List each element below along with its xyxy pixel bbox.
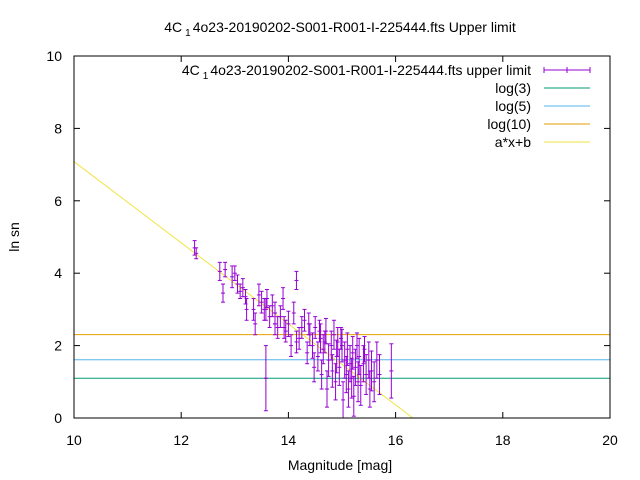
data-point xyxy=(294,270,299,290)
data-point xyxy=(374,341,379,379)
legend-label-main: 4C xyxy=(182,62,200,78)
data-point xyxy=(221,283,226,303)
chart-title-sub: 1 xyxy=(185,28,191,39)
data-point xyxy=(230,265,235,289)
data-point xyxy=(319,359,324,390)
data-point xyxy=(253,312,258,336)
plot-border xyxy=(73,55,611,419)
data-point xyxy=(333,363,338,401)
data-point xyxy=(259,290,264,314)
data-point xyxy=(302,308,307,332)
y-tick-label: 10 xyxy=(46,48,62,64)
data-point xyxy=(281,287,286,310)
data-point xyxy=(330,354,335,388)
x-tick-label: 18 xyxy=(495,432,511,448)
data-point xyxy=(358,365,363,406)
chart-title-rest: 4o23-20190202-S001-R001-I-225444.fts Upp… xyxy=(193,19,516,35)
legend-label-log5: log(5) xyxy=(495,98,531,114)
data-point xyxy=(194,247,199,260)
data-point xyxy=(240,278,245,298)
x-tick-label: 14 xyxy=(281,432,297,448)
fit-line xyxy=(73,161,414,419)
data-point xyxy=(278,305,283,328)
data-point xyxy=(217,261,222,281)
y-axis: 0 2 4 6 8 10 xyxy=(46,48,610,426)
data-point xyxy=(289,334,294,357)
legend-label-log3: log(3) xyxy=(495,80,531,96)
data-point xyxy=(366,341,371,379)
y-tick-label: 4 xyxy=(54,265,62,281)
chart-title: 4C 1 4o23-20190202-S001-R001-I-225444.fts … xyxy=(164,19,516,39)
x-tick-label: 12 xyxy=(173,432,189,448)
data-point xyxy=(341,381,346,419)
y-tick-label: 6 xyxy=(54,193,62,209)
legend-label-log10: log(10) xyxy=(487,116,531,132)
data-point xyxy=(263,298,268,321)
fit-line-segment xyxy=(73,161,414,419)
data-point xyxy=(286,310,291,338)
legend-label-fit: a*x+b xyxy=(495,134,531,150)
data-point xyxy=(313,316,318,339)
data-point xyxy=(315,341,320,372)
data-point xyxy=(238,283,243,300)
data-point xyxy=(377,354,382,395)
data-point xyxy=(299,316,304,339)
legend: 4C 1 4o23-20190202-S001-R001-I-225444.fts … xyxy=(182,62,591,150)
legend-label-rest: 4o23-20190202-S001-R001-I-225444.fts upp… xyxy=(210,62,531,78)
x-tick-label: 20 xyxy=(602,432,618,448)
y-axis-label: ln sn xyxy=(6,222,22,252)
data-point xyxy=(345,332,350,367)
data-point xyxy=(362,336,367,363)
legend-label-sub: 1 xyxy=(203,71,209,82)
y-tick-label: 8 xyxy=(54,120,62,136)
data-point xyxy=(331,319,336,350)
plot-area xyxy=(73,161,610,419)
data-point xyxy=(282,316,287,339)
data-point xyxy=(305,341,310,365)
data-point xyxy=(312,352,317,383)
data-point xyxy=(322,330,327,354)
data-point xyxy=(372,361,377,403)
legend-label-series-0: 4C 1 4o23-20190202-S001-R001-I-225444.fts … xyxy=(182,62,531,82)
data-point xyxy=(306,312,311,336)
legend-swatches xyxy=(543,67,591,143)
data-point xyxy=(350,336,355,370)
data-point xyxy=(270,294,275,318)
data-points xyxy=(192,240,394,419)
data-point xyxy=(244,298,249,321)
data-point xyxy=(263,345,268,412)
data-point xyxy=(294,330,299,354)
data-point xyxy=(273,312,277,336)
y-tick-label: 2 xyxy=(54,338,62,354)
data-point xyxy=(338,327,343,350)
data-point xyxy=(355,332,360,359)
x-tick-label: 16 xyxy=(388,432,404,448)
x-axis: 10 12 14 16 18 20 xyxy=(66,56,618,448)
y-tick-label: 0 xyxy=(54,410,62,426)
chart-title-main: 4C xyxy=(164,19,182,35)
data-point xyxy=(317,319,322,343)
data-point xyxy=(291,301,296,325)
data-point xyxy=(389,343,394,399)
data-point xyxy=(223,261,228,278)
x-axis-label: Magnitude [mag] xyxy=(288,457,392,473)
data-point xyxy=(369,350,374,392)
data-point xyxy=(256,283,261,307)
x-tick-label: 10 xyxy=(66,432,82,448)
data-point xyxy=(232,265,237,281)
